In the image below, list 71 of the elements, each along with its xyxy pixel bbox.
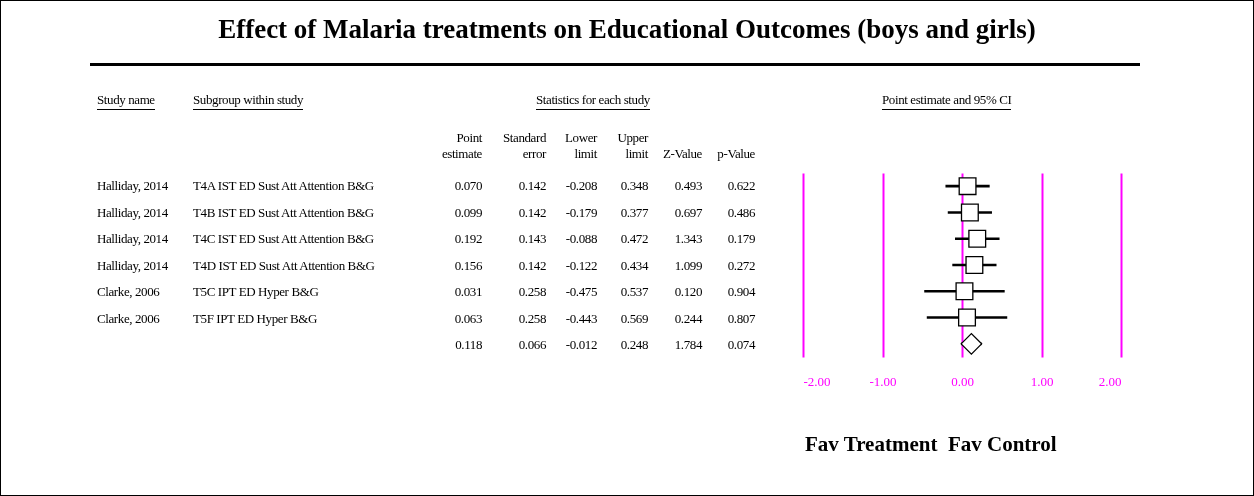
text: 0.537: [620, 284, 648, 299]
text: -0.179: [565, 204, 597, 220]
chart-title: Point estimate and 95% CI: [882, 92, 1012, 110]
text: 0.348: [620, 178, 648, 193]
text: T4A IST ED Sust Att Attention B&G: [193, 178, 374, 194]
text: Clarke, 2006: [97, 284, 160, 300]
text: 0.904: [727, 284, 755, 299]
category-label: Lower limit: [565, 130, 597, 161]
category-label: Z-Value: [662, 146, 702, 161]
category-label: Upper limit: [617, 130, 648, 161]
x-tick-label: 0.00: [951, 373, 974, 389]
text: 1.784: [674, 337, 702, 352]
text: 0.244: [674, 310, 702, 326]
text: Halliday, 2014: [97, 204, 168, 221]
text: Effect of Malaria treatments on Educational Outcomes (boys and girls): [217, 14, 1037, 45]
text: 0.063: [453, 310, 482, 327]
text: 0.569: [620, 310, 648, 326]
text: 0.622: [727, 178, 755, 193]
text: 0.248: [620, 337, 648, 352]
text: 0.697: [674, 204, 702, 220]
text: 0.066: [517, 337, 546, 353]
text: 1.343: [674, 231, 702, 246]
text: 0.434: [620, 257, 648, 273]
x-tick-label: 2.00: [1098, 373, 1122, 389]
text: 0.486: [727, 204, 755, 220]
text: 0.258: [517, 284, 546, 300]
category-label: Standard error: [502, 129, 546, 162]
text: -0.012: [565, 337, 597, 352]
text: 0.377: [620, 204, 648, 220]
text: 0.142: [517, 204, 546, 221]
text: 0.807: [727, 310, 755, 326]
text: T4C IST ED Sust Att Attention B&G: [193, 231, 374, 247]
text: 0.156: [453, 257, 482, 274]
text: -0.475: [565, 284, 597, 299]
category-label: p-Value: [717, 146, 755, 161]
x-tick-label: -1.00: [869, 373, 897, 389]
text: -0.208: [565, 178, 597, 193]
text: 0.192: [453, 231, 482, 247]
text: -0.088: [565, 231, 597, 246]
text: Halliday, 2014: [97, 257, 168, 274]
text: 0.120: [674, 284, 702, 299]
text: T5F IPT ED Hyper B&G: [193, 310, 317, 327]
text: Clarke, 2006: [97, 310, 160, 327]
text: T4B IST ED Sust Att Attention B&G: [193, 204, 374, 221]
text: Statistics for each study: [536, 92, 650, 110]
text: 0.070: [453, 178, 482, 194]
x-tick-label: -2.00: [803, 373, 831, 389]
category-label: Subgroup within study: [193, 92, 304, 110]
text: 1.099: [674, 257, 702, 273]
text: -0.443: [565, 310, 597, 326]
text: 0.472: [620, 231, 648, 246]
category-label: Study name: [97, 92, 155, 110]
text: 0.258: [517, 310, 546, 327]
x-axis-title: Fav Treatment Fav Control: [805, 432, 1057, 457]
text: 0.179: [727, 231, 755, 246]
text: 0.142: [517, 257, 546, 274]
text: 0.118: [454, 337, 482, 353]
text: Halliday, 2014: [97, 178, 168, 194]
text: T4D IST ED Sust Att Attention B&G: [193, 257, 375, 274]
x-tick-label: 1.00: [1030, 373, 1054, 389]
text: 0.272: [727, 257, 755, 273]
category-label: Point estimate: [440, 129, 482, 162]
text: 0.142: [517, 178, 546, 194]
text: 0.493: [674, 178, 702, 193]
text: 0.099: [453, 204, 482, 221]
text: -0.122: [565, 257, 597, 273]
text: 0.143: [517, 231, 546, 247]
text: 0.074: [727, 337, 755, 352]
text: T5C IPT ED Hyper B&G: [193, 284, 319, 300]
text: Halliday, 2014: [97, 231, 168, 247]
text: 0.031: [453, 284, 482, 300]
